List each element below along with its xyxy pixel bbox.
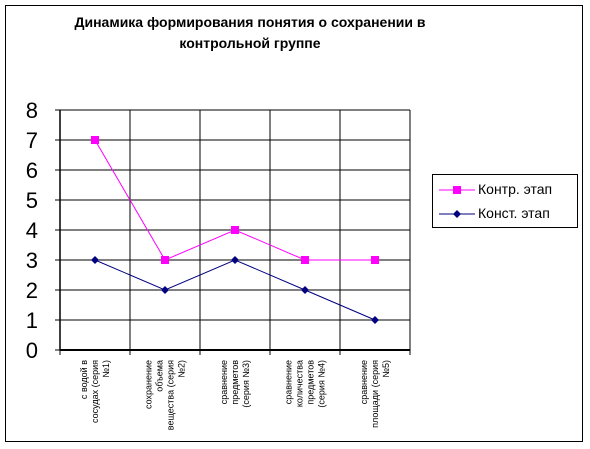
xtick-label-4: сравнениеколичествапредметов(серия №4) (284, 360, 327, 408)
xtick-label-line: с водой в (79, 360, 89, 399)
data-point-s2-3 (231, 256, 239, 264)
legend-marker-square-icon (439, 186, 475, 194)
xtick-label-line: №2) (177, 360, 187, 378)
ytick-label-5: 5 (26, 188, 38, 213)
data-point-s1-3 (231, 226, 239, 234)
xtick-label-line: (серия №4) (317, 360, 327, 408)
xtick-label-line: сравнение (359, 360, 369, 404)
xtick-label-line: №1) (101, 360, 111, 378)
data-point-s2-1 (91, 256, 99, 264)
data-point-s1-4 (301, 256, 309, 264)
xtick-label-line: площади (серия (370, 360, 380, 428)
legend-marker-diamond-icon (439, 210, 475, 218)
xtick-label-line: сравнение (219, 360, 229, 404)
ytick-label-3: 3 (26, 248, 38, 273)
legend-label-kontr: Контр. этап (478, 181, 553, 197)
ytick-label-1: 1 (26, 308, 38, 333)
xtick-label-line: вещества (серия (166, 360, 176, 430)
data-point-s1-1 (91, 136, 99, 144)
xtick-label-line: предметов (306, 360, 316, 405)
legend-item-konst: Конст. этап (433, 204, 577, 224)
xtick-label-line: предметов (230, 360, 240, 405)
ytick-label-7: 7 (26, 128, 38, 153)
data-point-s1-5 (371, 256, 379, 264)
legend: Контр. этап Конст. этап (432, 174, 578, 228)
ytick-label-2: 2 (26, 278, 38, 303)
data-point-s2-5 (371, 316, 379, 324)
legend-label-konst: Конст. этап (478, 205, 550, 221)
ytick-label-0: 0 (26, 338, 38, 363)
xtick-label-2: сохранениеобъемавещества (серия№2) (144, 360, 187, 430)
ytick-label-8: 8 (26, 98, 38, 123)
data-point-s2-2 (161, 286, 169, 294)
data-point-s2-4 (301, 286, 309, 294)
chart-title: Динамика формирования понятия о сохранен… (74, 14, 426, 51)
legend-item-kontr: Контр. этап (433, 180, 577, 200)
xtick-label-line: сравнение (284, 360, 294, 404)
xtick-label-5: сравнениеплощади (серия№5) (359, 360, 391, 428)
xtick-label-line: количества (295, 360, 305, 407)
xtick-label-3: сравнениепредметов(серия №3) (219, 360, 251, 408)
xtick-label-line: №5) (381, 360, 391, 378)
xtick-label-1: с водой всосудах (серия№1) (79, 360, 111, 423)
ytick-label-4: 4 (26, 218, 38, 243)
ytick-label-6: 6 (26, 158, 38, 183)
xtick-label-line: объема (155, 360, 165, 392)
xtick-label-line: (серия №3) (241, 360, 251, 408)
data-point-s1-2 (161, 256, 169, 264)
xtick-label-line: сосудах (серия (90, 360, 100, 423)
xtick-label-line: сохранение (144, 360, 154, 409)
